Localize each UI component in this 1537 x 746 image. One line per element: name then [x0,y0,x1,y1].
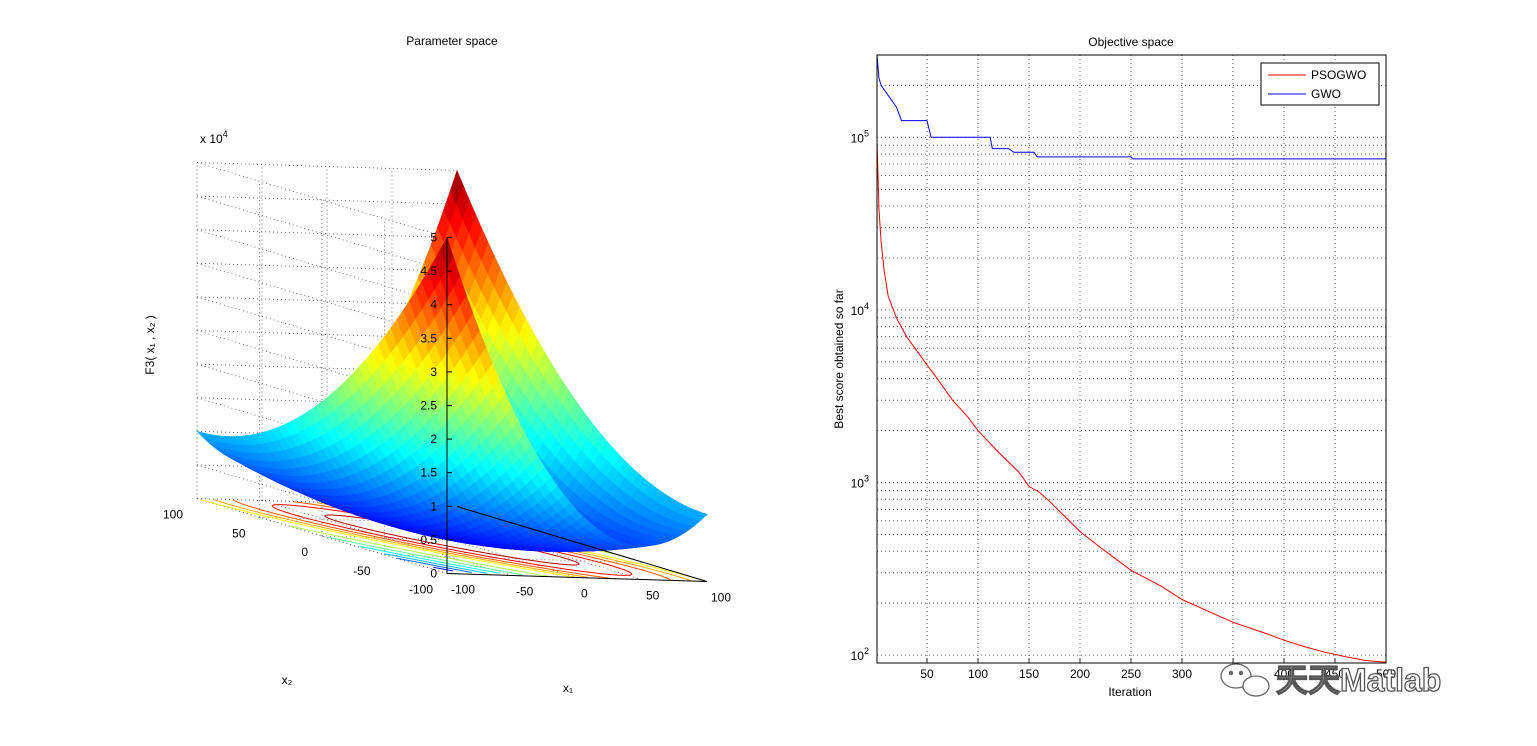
z-tick-label: 1 [430,499,437,513]
x-tick-label: 400 [1274,667,1294,681]
y-tick-label: -100 [409,583,433,597]
y-tick-label: 105 [851,128,869,145]
z-exponent-label: x 104 [200,129,228,146]
z-tick-label: 2 [430,432,437,446]
legend-box [1260,62,1380,106]
x-tick-label: 250 [1121,667,1141,681]
grid-line [196,262,458,272]
convergence-plot: Objective space 501001502002503003504004… [832,35,1396,699]
grid-line [196,162,458,171]
x-tick-label: 500 [1376,667,1396,681]
z-tick-label: 3 [430,365,437,379]
y-tick-label: 0 [301,545,308,559]
x-tick-label: 450 [1325,667,1345,681]
surface-plot: Parameter space 0 0.5 1 1.5 2 2.5 3 3.5 4 4.5 5 -10… [143,34,731,695]
grid-line [384,554,645,564]
z-tick-label: 4.5 [420,264,437,278]
surface-mesh [196,169,708,552]
z-tick-label: 1.5 [420,466,437,480]
z-tick-label: 0.5 [420,533,437,547]
y-tick-label: 100 [163,508,183,522]
x-tick-label: 100 [711,591,731,605]
surface-z-label: F3( x₁ , x₂ ) [143,315,157,374]
convergence-series [876,54,1387,663]
z-tick-label: 4 [430,298,437,312]
x-tick-label: -50 [516,585,534,599]
y-tick-label: 104 [851,301,869,318]
plot-frame [876,54,1387,664]
convergence-y-label: Best score obtained so far [832,289,846,428]
x-tick-label: 300 [1172,667,1192,681]
y-tick-label: 102 [851,646,869,663]
surface-x-label: x₁ [563,681,573,695]
y-tick-label: 50 [232,526,246,540]
series-line-psogwo [876,141,1387,663]
x-tick-label: -100 [451,583,475,597]
watermark: 天天Matlab [1220,661,1442,699]
x-tick-label: 100 [968,667,988,681]
surface-patch [693,511,708,521]
convergence-x-label: Iteration [1108,685,1151,699]
plot-area [877,55,1386,663]
x-tick-label: 150 [1019,667,1039,681]
x-tick-label: 50 [920,667,934,681]
x-tick-label: 200 [1070,667,1090,681]
z-tick-label: 0 [430,567,437,581]
watermark-text: 天天Matlab [1276,662,1441,698]
y-tick-label: 103 [851,474,869,491]
grid-line [196,229,458,239]
z-tick-label: 2.5 [420,399,437,413]
legend: PSOGWO GWO [1260,62,1380,106]
legend-label-psogwo: PSOGWO [1311,68,1366,82]
surface-axes [446,237,708,582]
convergence-title: Objective space [1088,35,1174,49]
surface-tick-labels: 0 0.5 1 1.5 2 2.5 3 3.5 4 4.5 5 -100 -50 0 50 100 -100 -5… [163,231,731,605]
surface-y-label: x₂ [282,673,293,687]
grid-line [196,162,448,238]
z-tick-label: 3.5 [420,331,437,345]
y-axis-line [456,506,708,582]
x-axis-line [446,573,708,582]
x-tick-label: 50 [646,589,660,603]
legend-label-gwo: GWO [1311,87,1341,101]
surface-title: Parameter space [406,34,498,48]
x-tick-label: 0 [581,587,588,601]
grid-line [196,195,458,205]
z-tick-label: 5 [430,231,437,245]
series-line-gwo [876,54,1386,160]
wechat-icon [1220,663,1270,697]
y-tick-label: -50 [353,564,371,578]
